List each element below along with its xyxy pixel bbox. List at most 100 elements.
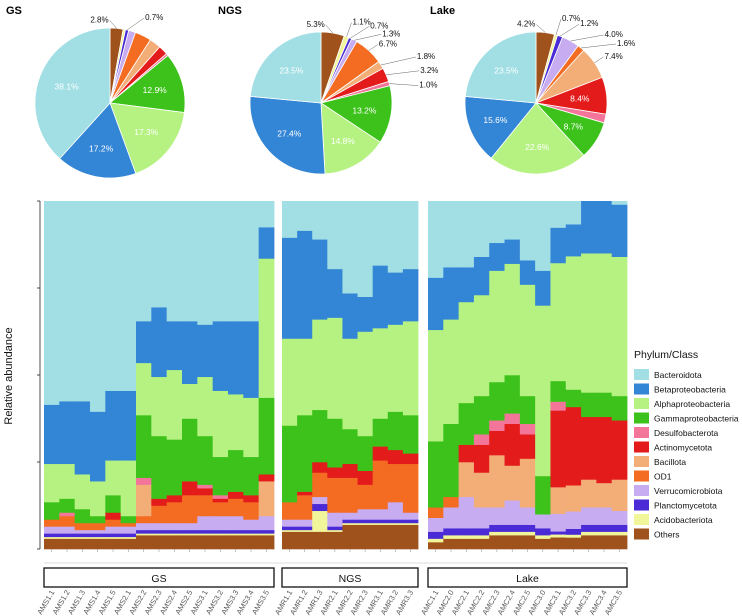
panel-lake: AMC1.1AMC2.0AMC2.1AMC2.2AMC2.3AMC2.4AMC2… [419, 201, 628, 616]
bar-amc3-5 [611, 201, 628, 550]
segment-gammaproteobacteria [372, 418, 389, 447]
segment-bacillota [581, 479, 597, 508]
pie-gs: GS 2.8% 0.7% 12.9% 17.3% 17.2% 38.1% [6, 5, 186, 179]
segment-betaproteobacteria [519, 260, 536, 285]
pie-leader-line [580, 43, 617, 49]
bar-amr2-1 [327, 201, 343, 550]
segment-verrucomicrobiota [282, 519, 298, 527]
segment-acidobacteriota [151, 533, 168, 536]
segment-planctomycetota [182, 529, 198, 534]
segment-planctomycetota [372, 519, 389, 524]
legend-swatch [634, 456, 649, 467]
segment-bacteroidota [59, 201, 76, 402]
segment-alphaproteobacteria [387, 324, 404, 412]
segment-planctomycetota [565, 528, 582, 535]
segment-alphaproteobacteria [596, 253, 613, 393]
segment-planctomycetota [212, 529, 229, 534]
segment-actinomycetota [297, 491, 313, 496]
segment-bacteroidota [282, 201, 298, 238]
segment-actinomycetota [372, 446, 389, 461]
segment-bacteroidota [458, 201, 475, 268]
segment-betaproteobacteria [182, 321, 198, 384]
legend-swatch [634, 470, 649, 482]
pie-slice-betaproteobacteria [249, 95, 326, 175]
pie-slice-gammaproteobacteria [109, 54, 186, 114]
segment-acidobacteriota [105, 536, 122, 539]
segment-betaproteobacteria [297, 230, 313, 339]
legend-swatch [634, 441, 649, 453]
segment-acidobacteriota [372, 522, 389, 525]
pie-slice-alphaproteobacteria [109, 102, 185, 174]
segment-alphaproteobacteria [166, 369, 183, 440]
segment-gammaproteobacteria [228, 449, 244, 492]
pie-label: 0.7% [562, 14, 580, 23]
segment-gammaproteobacteria [105, 495, 122, 513]
segment-betaproteobacteria [596, 201, 613, 254]
segment-verrucomicrobiota [489, 507, 505, 525]
segment-verrucomicrobiota [402, 512, 419, 520]
pie-label: 38.1% [55, 81, 80, 91]
segment-alphaproteobacteria [428, 329, 444, 442]
segment-desulfobacterota [504, 413, 521, 425]
segment-verrucomicrobiota [297, 519, 313, 527]
segment-bacillota [550, 487, 567, 514]
segment-bacteroidota [151, 201, 168, 308]
segment-alphaproteobacteria [258, 258, 275, 398]
segment-od1 [312, 472, 328, 498]
legend-swatch [634, 412, 649, 424]
group-box [427, 567, 628, 588]
pie-slice-gammaproteobacteria [320, 85, 393, 143]
segment-planctomycetota [297, 526, 313, 531]
segment-od1 [243, 502, 260, 520]
bar-ams1-5 [105, 201, 122, 550]
segment-others [312, 531, 328, 550]
segment-alphaproteobacteria [565, 256, 582, 390]
segment-bacteroidota [372, 201, 389, 266]
segment-others [182, 535, 198, 550]
segment-actinomycetota [243, 495, 260, 503]
segment-acidobacteriota [565, 534, 582, 538]
segment-bacteroidota [228, 201, 244, 322]
segment-bacteroidota [243, 201, 260, 322]
pie-leader-line [368, 44, 378, 51]
segment-od1 [105, 519, 122, 527]
segment-acidobacteriota [402, 522, 419, 525]
segment-others [90, 538, 106, 550]
segment-others [581, 535, 597, 550]
segment-others [166, 535, 183, 550]
segment-od1 [90, 522, 106, 531]
segment-gammaproteobacteria [458, 402, 475, 445]
segment-alphaproteobacteria [327, 317, 343, 419]
segment-bacillota [611, 479, 628, 512]
y-axis-label: Relative abundance [3, 327, 15, 424]
segment-bacteroidota [387, 201, 404, 273]
pie-leader-line [594, 56, 604, 64]
segment-bacillota [519, 458, 536, 508]
segment-betaproteobacteria [428, 277, 444, 331]
pie-leader-line [126, 17, 145, 31]
legend-label: Planctomycetota [654, 501, 717, 511]
bar-amc2-3 [489, 201, 505, 550]
segment-acidobacteriota [519, 531, 536, 536]
segment-alphaproteobacteria [372, 328, 389, 419]
bar-ams3-5 [258, 201, 275, 550]
segment-alphaproteobacteria [44, 463, 60, 503]
bar-ams3-3 [228, 201, 244, 550]
segment-bacillota [473, 472, 490, 508]
segment-verrucomicrobiota [535, 514, 551, 529]
segment-verrucomicrobiota [372, 508, 389, 520]
pie-label: 1.3% [382, 29, 400, 38]
bar-amc3-1 [550, 201, 567, 550]
segment-gammaproteobacteria [443, 423, 460, 498]
segment-actinomycetota [387, 449, 404, 465]
segment-others [136, 535, 152, 550]
group-label: GS [151, 573, 166, 585]
pie-slice-betaproteobacteria [464, 95, 537, 159]
pie-label: 27.4% [277, 129, 302, 139]
legend-label: Bacteroidota [654, 370, 702, 380]
segment-bacillota [136, 484, 152, 517]
segment-verrucomicrobiota [90, 529, 106, 534]
pie-label: 4.2% [517, 20, 535, 29]
bar-amc2-0 [443, 201, 460, 550]
